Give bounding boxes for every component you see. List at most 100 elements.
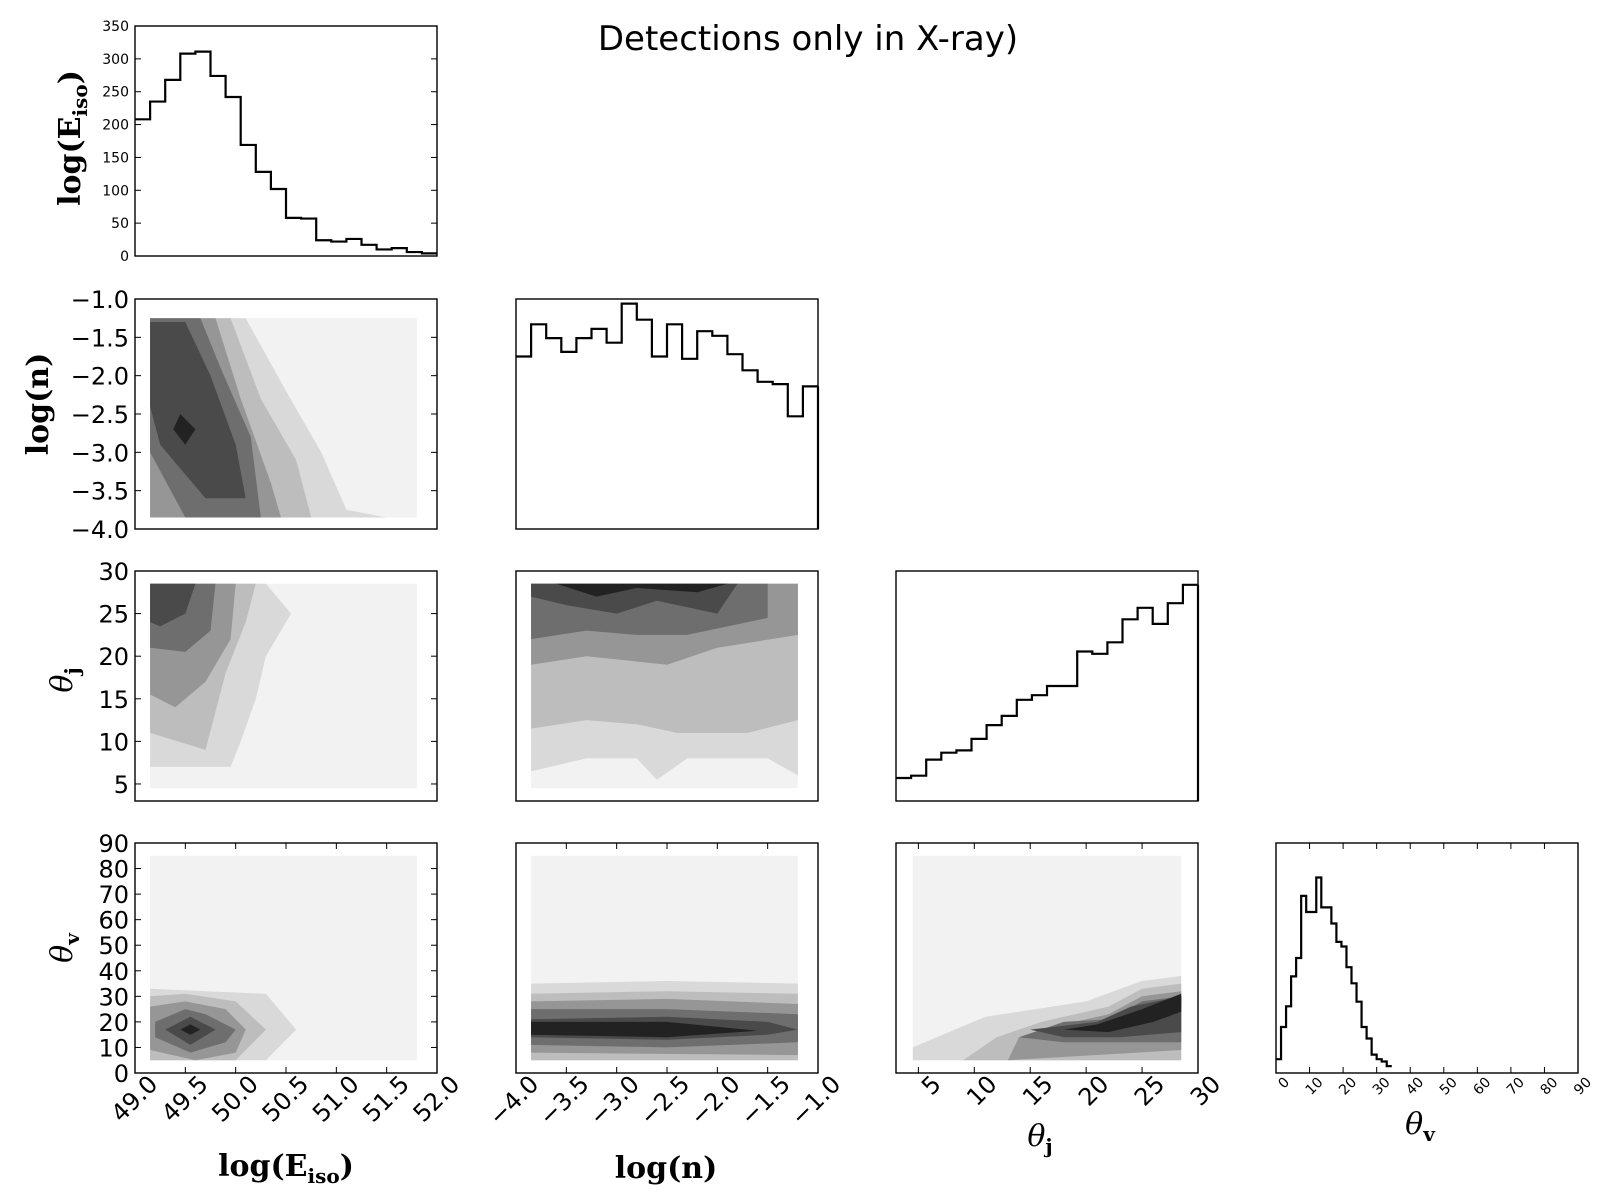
x-tick-label: 5 — [916, 1070, 947, 1101]
y-tick-label: 30 — [98, 983, 129, 1011]
x-tick-label: 80 — [1537, 1075, 1561, 1099]
y-tick-label: −1.0 — [71, 286, 129, 314]
y-tick-label: −3.5 — [71, 478, 129, 506]
histogram-bar — [1107, 642, 1122, 801]
x-tick-label: 49.5 — [156, 1070, 214, 1128]
y-tick-label: −1.5 — [71, 324, 129, 352]
histogram-bar — [727, 354, 742, 529]
axes-frame — [515, 298, 819, 530]
histogram-bar — [150, 102, 165, 256]
histogram-bar — [592, 329, 607, 529]
y-tick-label: 350 — [102, 19, 129, 35]
histogram-bar — [1062, 686, 1077, 801]
histogram-bar — [1138, 608, 1153, 801]
histogram-bar — [1047, 686, 1062, 801]
contour-level — [150, 322, 246, 499]
x-tick-label: 90 — [1571, 1075, 1595, 1099]
x-tick-label: 50.5 — [257, 1070, 315, 1128]
axes-frame — [895, 570, 1199, 802]
histogram-bar — [516, 357, 531, 530]
x-tick-label: 30 — [1185, 1070, 1226, 1111]
x-tick-label: −1.5 — [735, 1070, 796, 1131]
histogram-bar — [561, 352, 576, 529]
histogram-step-line — [135, 50, 437, 255]
panel-thetaj-histogram — [895, 570, 1200, 802]
histogram-bar — [331, 242, 346, 256]
histogram-bar — [316, 240, 331, 256]
histogram-bar — [926, 760, 941, 801]
histogram-bar — [652, 357, 667, 530]
histogram-bar — [241, 145, 256, 256]
y-tick-label: 30 — [98, 558, 129, 586]
x-tick-label: 15 — [1017, 1070, 1058, 1111]
histogram-bar — [165, 80, 180, 256]
y-tick-label: 0 — [114, 1060, 129, 1088]
histogram-bar — [301, 219, 316, 256]
histogram-bar — [286, 218, 301, 256]
panel-n-vs-eiso: −1.0 −1.5 −2.0 −2.5 −3.0 −3.5 −4.0 — [71, 286, 438, 544]
histogram-bar — [667, 324, 682, 529]
x-tick-label: 40 — [1403, 1075, 1427, 1099]
histogram-bar — [226, 97, 241, 256]
panel-thetav-vs-eiso: 010203040506070809049.049.550.050.551.05… — [98, 830, 465, 1128]
contour-level — [1030, 996, 1182, 1038]
panel-n-histogram — [515, 298, 820, 530]
y-tick-label: 40 — [98, 958, 129, 986]
contour-level — [1063, 993, 1182, 1033]
contour-level — [556, 583, 728, 597]
x-tick-label: 51.5 — [357, 1070, 415, 1128]
x-tick-label: 25 — [1129, 1070, 1170, 1111]
histogram-bar — [195, 52, 210, 256]
histogram-bar — [1017, 700, 1032, 801]
histogram-bar — [941, 753, 956, 801]
histogram-bar — [773, 384, 788, 529]
contour-level — [180, 1024, 201, 1035]
histogram-bar — [135, 119, 150, 256]
y-tick-label: 10 — [98, 728, 129, 756]
ylabel-thetav: θv — [45, 932, 84, 963]
x-tick-label: 60 — [1470, 1075, 1494, 1099]
xlabel-thetaj: θj — [1027, 1119, 1052, 1158]
y-tick-label: 100 — [102, 183, 129, 199]
histogram-bar — [788, 416, 803, 529]
contour-level — [150, 583, 196, 627]
histogram-bar — [1032, 695, 1047, 801]
histogram-bar — [607, 343, 622, 529]
ylabel-thetaj: θj — [45, 667, 84, 692]
axes-frame — [134, 25, 438, 257]
panel-thetaj-vs-n — [515, 570, 819, 802]
xlabel-n: log(n) — [615, 1151, 718, 1186]
histogram-step-line — [896, 583, 1198, 780]
x-tick-label: −4.0 — [483, 1070, 544, 1131]
histogram-bar — [1077, 652, 1092, 802]
x-tick-label: −1.0 — [785, 1070, 846, 1131]
histogram-bar — [211, 76, 226, 256]
contour-level — [531, 1021, 758, 1038]
histogram-bar — [256, 172, 271, 256]
x-tick-label: 0 — [1275, 1075, 1293, 1093]
panel-thetav-vs-n: −4.0−3.5−3.0−2.5−2.0−1.5−1.0 — [483, 842, 846, 1131]
histogram-step-line — [516, 302, 818, 418]
panel-thetav-histogram: 0 10 20 30 40 50 60 70 80 90 — [1275, 842, 1595, 1099]
y-tick-label: 300 — [102, 52, 129, 68]
y-tick-label: 60 — [98, 907, 129, 935]
histogram-bar — [1092, 654, 1107, 801]
y-tick-label: 150 — [102, 150, 129, 166]
histogram-bar — [531, 324, 546, 529]
histogram-bar — [697, 331, 712, 529]
panel-thetaj-vs-eiso: 5 10 15 20 25 30 — [98, 558, 438, 802]
y-tick-label: 10 — [98, 1034, 129, 1062]
axes-frame — [134, 570, 438, 802]
histogram-bar — [392, 248, 407, 256]
ylabel-eiso: log(Eiso) — [53, 70, 92, 206]
histogram-bar — [1306, 912, 1311, 1073]
y-tick-label: 250 — [102, 85, 129, 101]
x-tick-label: 10 — [1303, 1075, 1327, 1099]
y-tick-label: 15 — [98, 686, 129, 714]
histogram-bar — [1153, 624, 1168, 801]
histogram-bar — [1276, 1059, 1281, 1073]
x-tick-label: 50 — [1437, 1075, 1461, 1099]
x-tick-label: 30 — [1370, 1075, 1394, 1099]
y-tick-label: 20 — [98, 643, 129, 671]
